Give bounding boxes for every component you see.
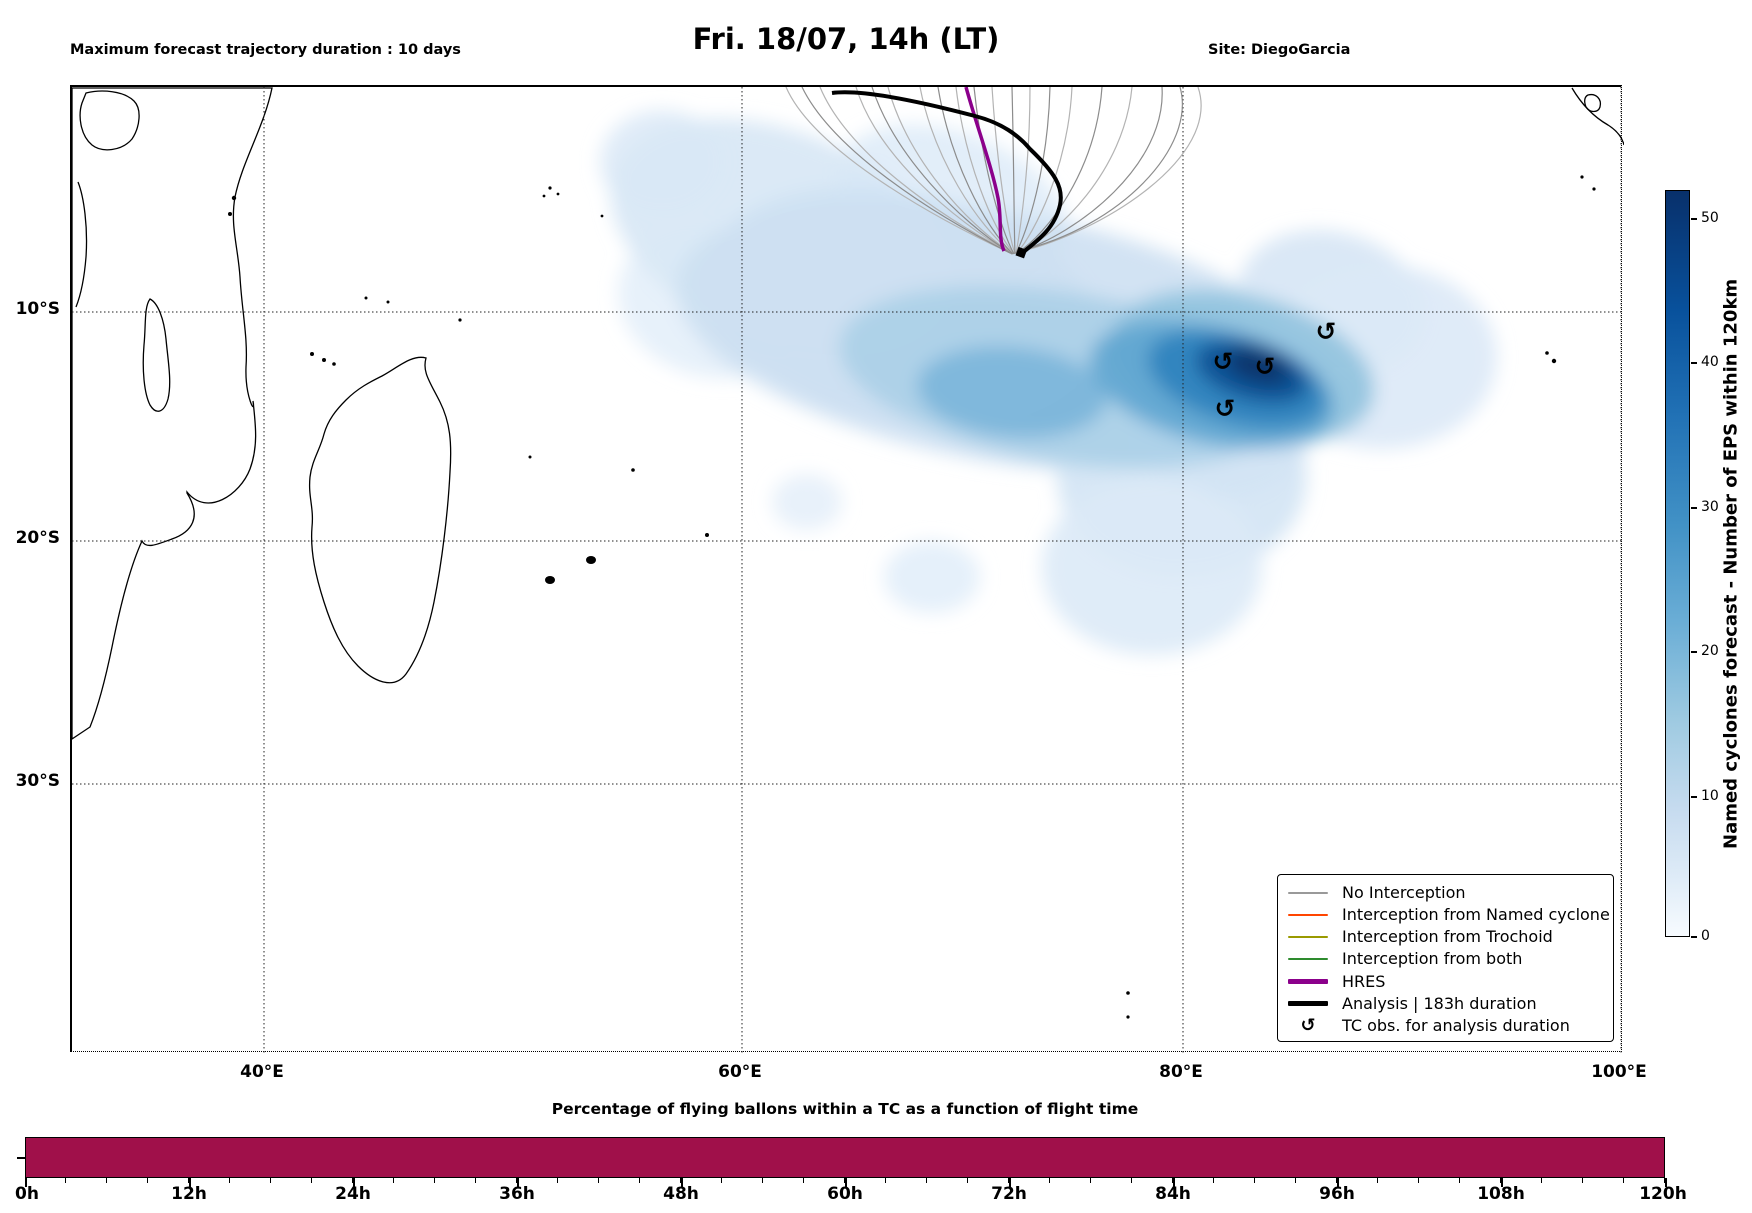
colorbar-tick-label: 20 bbox=[1701, 643, 1719, 659]
map-graphics bbox=[72, 87, 1624, 1054]
eps-density-layer bbox=[600, 110, 1497, 655]
x-tick-label: 24h bbox=[335, 1184, 371, 1204]
figure-title: Fri. 18/07, 14h (LT) bbox=[692, 22, 1000, 56]
map-canvas: ↺ ↺ ↺ ↺ bbox=[70, 85, 1624, 1054]
setting-line: Maximum forecast trajectory duration : 1… bbox=[70, 42, 461, 58]
lat-tick-label: 10°S bbox=[15, 299, 60, 319]
map-legend: No Interception Interception from Named … bbox=[1277, 874, 1614, 1042]
colorbar-tick-label: 50 bbox=[1701, 210, 1719, 226]
coastline-africa bbox=[72, 87, 273, 740]
x-axis-tick bbox=[845, 1178, 847, 1187]
lat-tick-label: 30°S bbox=[15, 771, 60, 791]
x-axis-tick bbox=[1009, 1178, 1011, 1187]
x-tick-label: 108h bbox=[1477, 1184, 1525, 1204]
colorbar-tick-label: 40 bbox=[1701, 354, 1719, 370]
x-tick-label: 0h bbox=[15, 1184, 39, 1204]
x-tick-label: 120h bbox=[1639, 1184, 1687, 1204]
x-tick-label: 60h bbox=[827, 1184, 863, 1204]
x-tick-label: 72h bbox=[991, 1184, 1027, 1204]
legend-label: Interception from Named cyclone bbox=[1342, 905, 1610, 925]
x-axis-tick bbox=[1337, 1178, 1339, 1187]
colorbar-tick-label: 30 bbox=[1701, 499, 1719, 515]
legend-item: Interception from Named cyclone bbox=[1288, 904, 1610, 925]
lake-malawi bbox=[142, 298, 171, 412]
colorbar-tick bbox=[1691, 651, 1697, 653]
coastline-layer bbox=[72, 87, 1624, 740]
line-swatch bbox=[1288, 978, 1328, 984]
line-swatch bbox=[1288, 913, 1328, 916]
legend-item: HRES bbox=[1288, 971, 1603, 992]
x-tick-label: 36h bbox=[499, 1184, 535, 1204]
lon-tick-label: 40°E bbox=[240, 1062, 284, 1082]
analysis-track bbox=[831, 90, 1063, 255]
colorbar-tick-label: 10 bbox=[1701, 788, 1719, 804]
x-axis-tick bbox=[25, 1178, 27, 1187]
x-tick-label: 48h bbox=[663, 1184, 699, 1204]
small-islands-layer bbox=[228, 175, 1596, 1019]
x-axis-tick bbox=[353, 1178, 355, 1187]
colorbar-tick bbox=[1691, 796, 1697, 798]
gridlines bbox=[72, 87, 1624, 1054]
colorbar-tick bbox=[1691, 936, 1697, 938]
legend-item: ↺ TC obs. for analysis duration bbox=[1288, 1015, 1603, 1036]
lon-tick-label: 80°E bbox=[1159, 1062, 1203, 1082]
x-tick-label: 12h bbox=[171, 1184, 207, 1204]
y-axis-tick bbox=[17, 1157, 25, 1159]
x-axis-tick bbox=[517, 1178, 519, 1187]
x-axis-tick bbox=[1665, 1178, 1667, 1187]
legend-label: Interception from Trochoid bbox=[1342, 927, 1553, 947]
x-axis-tick bbox=[1501, 1178, 1503, 1187]
x-axis-tick bbox=[189, 1178, 191, 1187]
lat-tick-label: 20°S bbox=[15, 528, 60, 548]
legend-item: No Interception bbox=[1288, 882, 1603, 903]
tc-obs-icon: ↺ bbox=[1254, 352, 1276, 382]
legend-label: No Interception bbox=[1342, 883, 1466, 902]
tc-obs-icon: ↺ bbox=[1214, 394, 1236, 424]
line-swatch bbox=[1288, 1000, 1328, 1006]
legend-item: Analysis | 183h duration bbox=[1288, 993, 1603, 1014]
legend-label: Analysis | 183h duration bbox=[1342, 993, 1537, 1013]
lon-tick-label: 100°E bbox=[1591, 1062, 1647, 1082]
tc-obs-icon: ↺ bbox=[1315, 317, 1337, 347]
island-outline bbox=[1584, 93, 1602, 113]
line-swatch bbox=[1288, 935, 1328, 938]
colorbar bbox=[1665, 190, 1690, 937]
colorbar-tick bbox=[1691, 507, 1697, 509]
tc-obs-icon: ↺ bbox=[1300, 1014, 1316, 1036]
colorbar-tick bbox=[1691, 362, 1697, 364]
colorbar-tick bbox=[1691, 218, 1697, 220]
lon-tick-label: 60°E bbox=[718, 1062, 762, 1082]
analysis-endpoint-marker bbox=[1015, 246, 1028, 259]
legend-label: TC obs. for analysis duration bbox=[1342, 1015, 1570, 1035]
tc-obs-icon: ↺ bbox=[1212, 347, 1234, 377]
lake-tanganyika bbox=[75, 181, 88, 308]
legend-label: Interception from both bbox=[1342, 949, 1523, 969]
colorbar-tick-label: 0 bbox=[1701, 928, 1710, 944]
tc-percentage-bar bbox=[25, 1137, 1665, 1178]
lake-victoria bbox=[79, 90, 140, 151]
site-line: Site: DiegoGarcia bbox=[1208, 42, 1351, 58]
trajectory-ensemble bbox=[785, 87, 1202, 255]
madagascar bbox=[308, 356, 452, 684]
legend-item: Interception from Trochoid bbox=[1288, 926, 1603, 947]
colorbar-axis-label: Named cyclones forecast - Number of EPS … bbox=[1720, 278, 1742, 849]
x-axis-tick bbox=[681, 1178, 683, 1187]
legend-label: HRES bbox=[1342, 971, 1386, 991]
bottom-chart-title: Percentage of flying ballons within a TC… bbox=[551, 1100, 1139, 1118]
line-swatch bbox=[1288, 891, 1328, 894]
coastline-sumatra bbox=[1571, 87, 1624, 146]
x-axis-tick bbox=[1173, 1178, 1175, 1187]
x-tick-label: 96h bbox=[1319, 1184, 1355, 1204]
x-tick-label: 84h bbox=[1155, 1184, 1191, 1204]
line-swatch bbox=[1288, 957, 1328, 960]
legend-item: Interception from both bbox=[1288, 948, 1603, 969]
